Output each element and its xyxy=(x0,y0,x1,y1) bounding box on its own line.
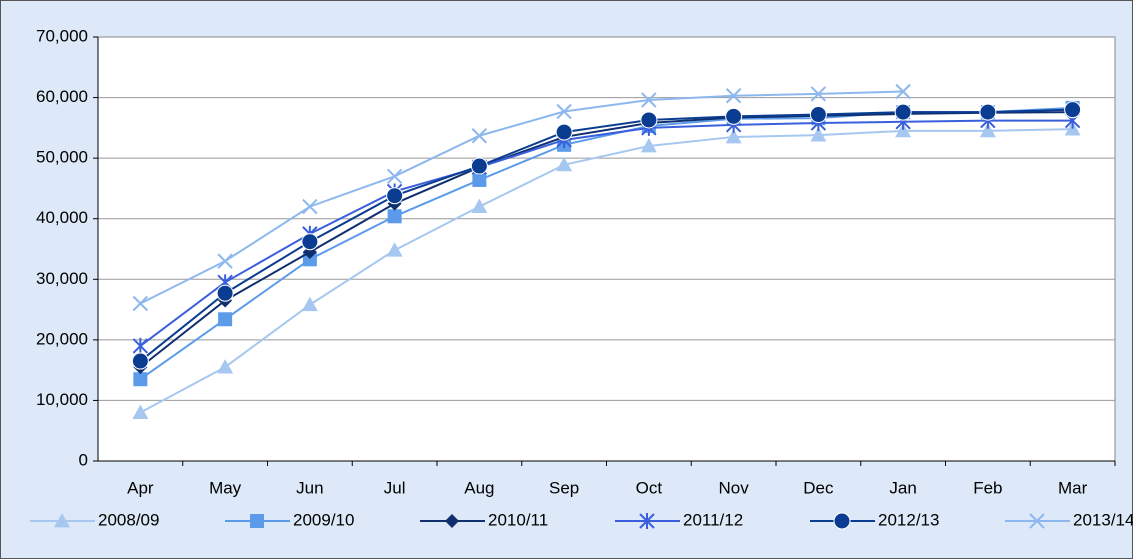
x-tick-label: Jan xyxy=(889,478,916,497)
data-point xyxy=(810,127,827,142)
data-point xyxy=(301,233,319,251)
legend-label: 2012/13 xyxy=(878,510,939,529)
data-point xyxy=(218,312,233,327)
data-point xyxy=(131,352,149,370)
legend-label: 2013/14 xyxy=(1073,510,1133,529)
data-point xyxy=(386,168,403,185)
data-point xyxy=(810,86,827,102)
legend-marker xyxy=(833,512,851,530)
legend-marker xyxy=(639,513,655,529)
data-point xyxy=(301,296,318,312)
y-tick-label: 50,000 xyxy=(36,148,88,167)
legend-label: 2011/12 xyxy=(683,510,743,529)
data-point xyxy=(979,122,996,138)
data-point xyxy=(895,83,911,100)
x-tick-label: Dec xyxy=(803,478,834,497)
x-tick-label: Jun xyxy=(296,478,323,497)
data-point xyxy=(725,107,743,125)
series-line xyxy=(139,108,1073,362)
series-line xyxy=(139,90,904,305)
x-tick-label: Feb xyxy=(973,478,1002,497)
data-point xyxy=(809,106,827,124)
x-tick-label: Oct xyxy=(636,478,663,497)
x-tick-label: Aug xyxy=(464,478,494,497)
data-point xyxy=(132,295,149,312)
data-point xyxy=(895,122,912,138)
data-point xyxy=(640,138,657,153)
data-point xyxy=(641,92,657,108)
data-point xyxy=(386,242,403,257)
legend-label: 2008/09 xyxy=(98,510,159,529)
data-point xyxy=(471,128,488,144)
x-tick-label: May xyxy=(209,478,242,497)
legend-marker xyxy=(54,513,70,528)
data-point xyxy=(216,284,234,302)
data-point xyxy=(556,156,573,172)
legend-marker xyxy=(250,514,264,528)
series-line xyxy=(139,119,1073,347)
data-point xyxy=(979,103,997,121)
data-point xyxy=(386,187,404,205)
data-point xyxy=(556,103,572,120)
y-tick-label: 40,000 xyxy=(36,208,88,227)
legend-label: 2010/11 xyxy=(488,510,548,529)
data-point xyxy=(387,209,402,224)
y-tick-label: 20,000 xyxy=(36,329,88,348)
data-point xyxy=(302,198,318,215)
plot-area xyxy=(97,36,1116,462)
data-point xyxy=(132,337,149,354)
data-point xyxy=(472,172,487,187)
legend-label: 2009/10 xyxy=(293,510,354,529)
y-tick-label: 60,000 xyxy=(36,87,88,106)
y-tick-label: 10,000 xyxy=(36,390,88,409)
data-point xyxy=(725,88,742,104)
data-point xyxy=(217,253,233,269)
y-tick-label: 30,000 xyxy=(36,269,88,288)
x-tick-label: Apr xyxy=(127,478,154,497)
x-tick-label: Mar xyxy=(1058,478,1088,497)
data-point xyxy=(640,111,658,129)
x-tick-label: Sep xyxy=(549,478,579,497)
data-point xyxy=(894,103,912,121)
data-point xyxy=(132,404,149,419)
y-tick-label: 0 xyxy=(79,450,88,469)
data-point xyxy=(302,252,317,267)
legend-marker xyxy=(1029,513,1045,529)
x-tick-label: Nov xyxy=(719,478,750,497)
series-line xyxy=(139,111,1073,368)
series-line xyxy=(139,128,1073,414)
data-point xyxy=(471,198,488,213)
data-point xyxy=(1064,101,1082,119)
data-point xyxy=(725,128,742,144)
data-point xyxy=(555,123,573,141)
y-tick-label: 70,000 xyxy=(36,26,88,45)
x-tick-label: Jul xyxy=(384,478,406,497)
legend-marker xyxy=(445,514,459,528)
data-point xyxy=(470,157,488,175)
data-point xyxy=(217,359,234,374)
data-point xyxy=(133,372,148,387)
